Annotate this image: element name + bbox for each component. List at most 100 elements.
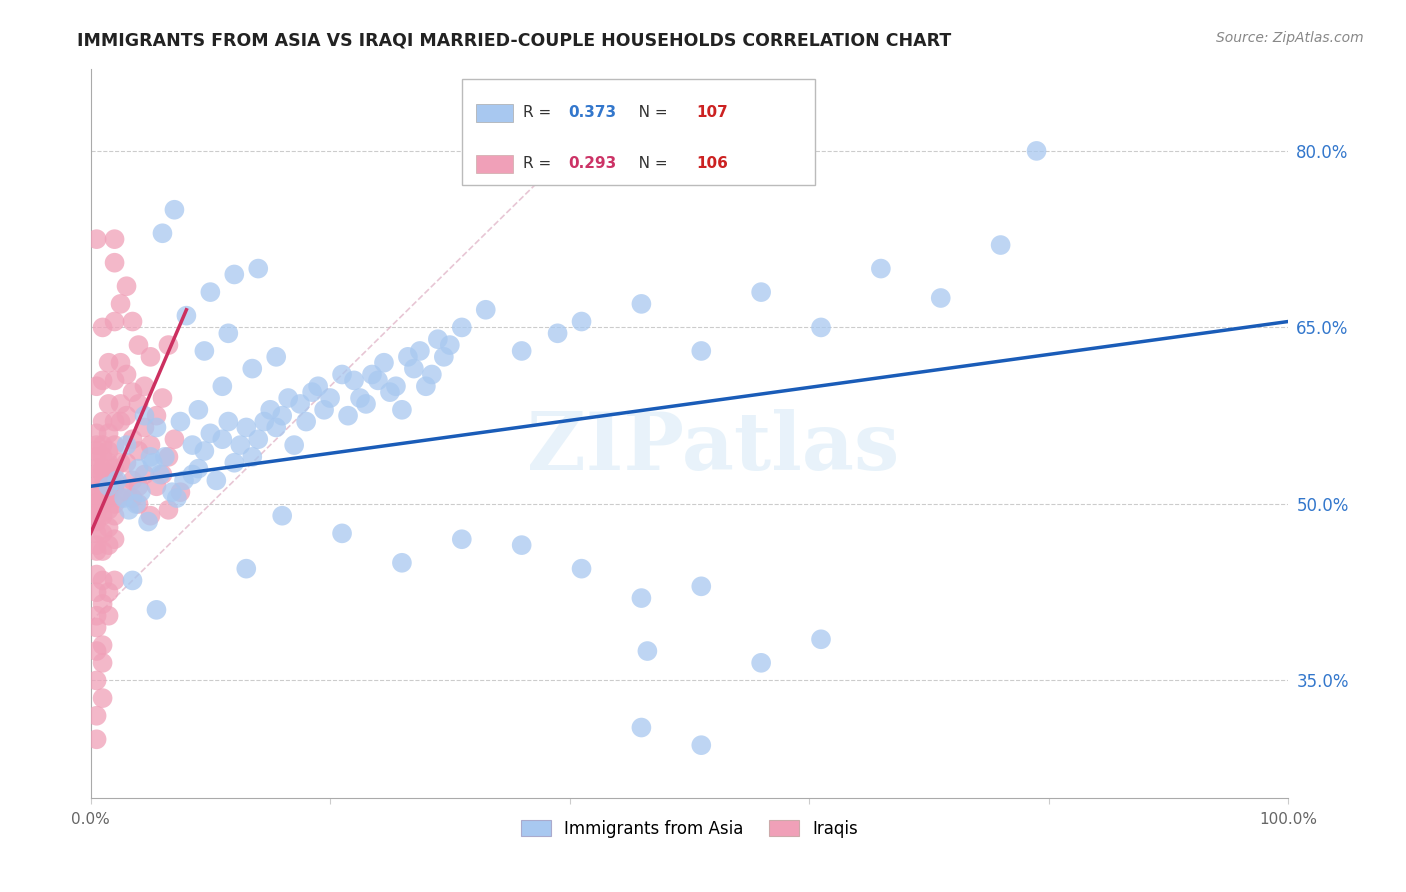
Point <box>86 467 108 482</box>
Point <box>343 373 366 387</box>
Point <box>510 343 533 358</box>
Point <box>128 461 150 475</box>
Point <box>157 450 180 464</box>
Point <box>115 368 138 382</box>
Point <box>193 444 215 458</box>
Point <box>129 485 152 500</box>
Point <box>91 656 114 670</box>
Point <box>173 474 195 488</box>
Point <box>259 402 281 417</box>
Text: R =: R = <box>523 105 555 120</box>
Point <box>396 350 419 364</box>
Point <box>295 415 318 429</box>
Point <box>433 350 456 364</box>
Point <box>217 415 239 429</box>
Point <box>160 485 183 500</box>
Point <box>105 474 128 488</box>
Point <box>193 343 215 358</box>
Point <box>86 526 108 541</box>
Text: ZIPatlas: ZIPatlas <box>527 409 900 487</box>
Point <box>181 438 204 452</box>
Point <box>337 409 360 423</box>
Point <box>749 656 772 670</box>
Point <box>86 497 108 511</box>
Point <box>110 397 132 411</box>
Point <box>121 474 143 488</box>
Point <box>86 379 108 393</box>
Point <box>115 485 138 500</box>
Text: IMMIGRANTS FROM ASIA VS IRAQI MARRIED-COUPLE HOUSEHOLDS CORRELATION CHART: IMMIGRANTS FROM ASIA VS IRAQI MARRIED-CO… <box>77 31 952 49</box>
Point <box>152 391 174 405</box>
Point <box>103 415 125 429</box>
Point <box>378 385 401 400</box>
Point <box>277 391 299 405</box>
Point <box>86 508 108 523</box>
Point <box>142 456 165 470</box>
Point <box>288 397 311 411</box>
Point <box>152 227 174 241</box>
Point <box>103 574 125 588</box>
Point <box>86 479 108 493</box>
Point <box>139 450 162 464</box>
Point <box>169 485 191 500</box>
Point <box>200 426 222 441</box>
Point <box>110 491 132 505</box>
Point <box>86 444 108 458</box>
Point <box>91 467 114 482</box>
Text: R =: R = <box>523 156 555 171</box>
Point <box>271 508 294 523</box>
Point <box>103 461 125 475</box>
Point <box>86 491 108 505</box>
Point <box>314 402 336 417</box>
FancyBboxPatch shape <box>477 104 513 122</box>
Point <box>91 597 114 611</box>
Point <box>121 314 143 328</box>
Point <box>118 503 141 517</box>
Point <box>103 508 125 523</box>
Point <box>547 326 569 341</box>
Point <box>103 479 125 493</box>
Point <box>91 497 114 511</box>
Point <box>264 350 287 364</box>
Point <box>134 379 156 393</box>
Point <box>217 326 239 341</box>
Point <box>205 474 228 488</box>
Point <box>112 491 135 505</box>
Point <box>229 438 252 452</box>
Point <box>86 567 108 582</box>
Point <box>97 456 120 470</box>
Text: 106: 106 <box>696 156 728 171</box>
Point <box>86 585 108 599</box>
Point <box>103 232 125 246</box>
Point <box>235 420 257 434</box>
Point <box>301 385 323 400</box>
Point <box>86 485 108 500</box>
Point <box>247 261 270 276</box>
Point <box>103 438 125 452</box>
Point <box>319 391 342 405</box>
Point <box>139 508 162 523</box>
Point <box>91 438 114 452</box>
Point <box>450 533 472 547</box>
Point <box>97 503 120 517</box>
Point <box>91 638 114 652</box>
Point <box>391 402 413 417</box>
Point <box>166 491 188 505</box>
Point <box>145 409 167 423</box>
Point <box>97 467 120 482</box>
Point <box>571 562 593 576</box>
Point <box>240 450 263 464</box>
Point <box>91 574 114 588</box>
Point <box>200 285 222 299</box>
Point <box>86 708 108 723</box>
Point <box>240 361 263 376</box>
Point <box>149 467 172 482</box>
Point <box>110 415 132 429</box>
Point <box>510 538 533 552</box>
Point <box>145 603 167 617</box>
Point <box>474 302 496 317</box>
Point <box>91 491 114 505</box>
Point <box>86 450 108 464</box>
Point <box>420 368 443 382</box>
Text: 0.293: 0.293 <box>568 156 616 171</box>
